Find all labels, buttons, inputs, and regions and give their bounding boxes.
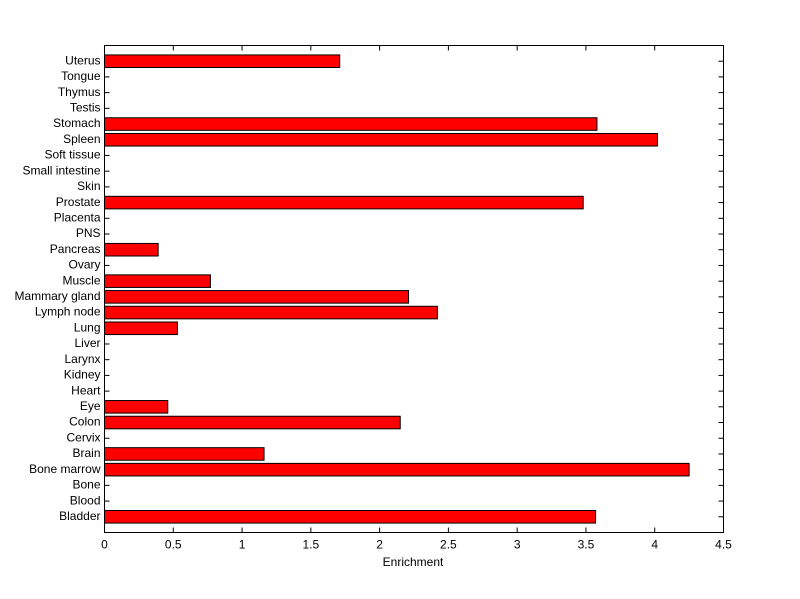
x-tick-label: 1.5 [302,538,319,552]
y-tick-label: Placenta [54,210,101,224]
bar [104,321,178,336]
bar [104,195,584,210]
bar [104,132,658,147]
y-tick-label: Heart [71,383,101,397]
y-tick-label: Lymph node [35,305,101,319]
bar [104,415,401,430]
x-tick-label: 2.5 [440,538,457,552]
x-tick-label: 1 [239,538,246,552]
bar [104,462,690,477]
y-tick-label: Liver [74,336,100,350]
bar [104,242,159,257]
x-tick-label: 3 [514,538,521,552]
x-tick-label: 4 [651,538,658,552]
y-tick-label: Bladder [59,509,100,523]
y-tick-label: Brain [72,446,100,460]
y-tick-label: Bone [72,478,100,492]
y-tick-label: Muscle [62,273,100,287]
y-tick-label: Prostate [56,195,101,209]
y-tick-label: Colon [69,415,100,429]
y-tick-label: Pancreas [50,242,101,256]
x-tick-label: 0.5 [165,538,182,552]
bar [104,400,169,414]
y-tick-label: Soft tissue [44,148,100,162]
y-tick-label: PNS [76,226,101,240]
bar [104,447,265,461]
y-tick-label: Bone marrow [29,462,101,476]
y-tick-label: Testis [70,101,101,115]
bar [104,117,598,131]
x-tick-label: 0 [101,538,108,552]
y-tick-label: Cervix [66,430,100,444]
y-tick-label: Small intestine [22,163,100,177]
bar [104,290,409,304]
y-tick-label: Uterus [65,53,100,67]
y-tick-label: Spleen [63,132,100,146]
y-tick-label: Tongue [61,69,101,83]
y-tick-label: Ovary [68,258,100,272]
bar [104,305,438,320]
x-axis-label: Enrichment [383,555,444,569]
bar [104,510,597,524]
x-tick-label: 2 [376,538,383,552]
y-tick-label: Stomach [53,116,100,130]
y-tick-label: Blood [70,493,101,507]
bar [104,54,341,68]
y-tick-label: Eye [80,399,101,413]
x-tick-label: 4.5 [715,538,732,552]
y-tick-label: Thymus [58,85,101,99]
y-tick-label: Larynx [64,352,100,366]
x-tick-label: 3.5 [578,538,595,552]
bar [104,274,211,288]
y-tick-label: Kidney [64,368,101,382]
y-tick-label: Lung [74,320,101,334]
y-tick-label: Skin [77,179,100,193]
y-tick-label: Mammary gland [14,289,100,303]
